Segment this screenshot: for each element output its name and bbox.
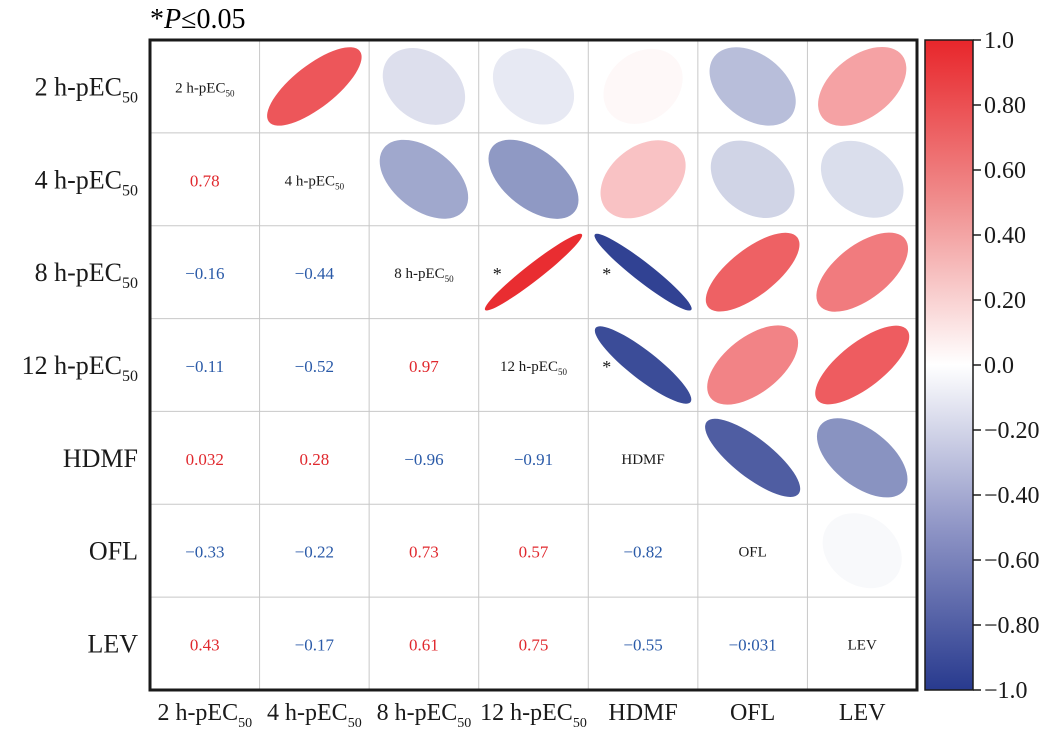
colorbar-tick-label: −1.0 (984, 678, 1028, 704)
colorbar-tick-label: 0.20 (984, 288, 1026, 314)
colorbar-tick-label: 0.80 (984, 93, 1026, 119)
row-label: 8 h-pEC50 (35, 258, 138, 292)
diagonal-label: 8 h-pEC50 (394, 266, 454, 284)
correlation-value: 0.75 (519, 636, 549, 655)
correlation-value: −0.55 (623, 636, 662, 655)
correlation-value: −0.96 (404, 450, 443, 469)
correlation-value: −0.22 (295, 543, 334, 562)
column-label: LEV (839, 700, 886, 726)
diagonal-label: 4 h-pEC50 (285, 173, 345, 191)
correlation-value: 0.61 (409, 636, 439, 655)
diagonal-label: 12 h-pEC50 (500, 359, 567, 377)
column-label: OFL (730, 700, 775, 726)
correlation-ellipse (488, 139, 579, 219)
diagonal-label: 2 h-pEC50 (175, 80, 235, 98)
correlation-ellipse (822, 513, 902, 589)
column-label: 4 h-pEC50 (267, 700, 362, 731)
colorbar (924, 39, 974, 691)
row-label: 12 h-pEC50 (22, 351, 138, 385)
correlation-value: 0.43 (190, 636, 220, 655)
column-label: 8 h-pEC50 (377, 700, 472, 731)
correlation-ellipse (816, 232, 909, 312)
correlation-value: −0.33 (185, 543, 224, 562)
correlation-ellipse (707, 325, 799, 405)
diagonal-label: LEV (848, 638, 877, 654)
correlation-value: 0.032 (186, 450, 224, 469)
colorbar-tick-label: −0.40 (984, 483, 1040, 509)
column-label: 12 h-pEC50 (480, 700, 587, 731)
correlation-value: −0:031 (728, 636, 776, 655)
significance-note: *P≤0.05 (150, 4, 245, 35)
correlation-value: −0.44 (295, 264, 335, 283)
row-label: 2 h-pEC50 (35, 72, 138, 106)
column-label: HDMF (608, 700, 677, 726)
significance-marker: * (602, 264, 611, 284)
correlation-ellipse (709, 47, 796, 126)
correlation-ellipse (600, 140, 686, 219)
correlation-ellipse (815, 325, 910, 405)
colorbar-tick-label: −0.60 (984, 548, 1040, 574)
correlation-ellipse (484, 233, 583, 311)
correlation-ellipse (267, 47, 362, 126)
correlation-ellipse (603, 48, 683, 124)
column-labels: 2 h-pEC50 4 h-pEC50 8 h-pEC50 12 h-pEC50 HDM… (157, 700, 886, 731)
correlation-ellipse (705, 232, 800, 312)
matrix-cells: 2 h-pEC50 0.78 4 h-pEC50 −0.16 −0.44 8 h-pEC5… (175, 46, 910, 655)
correlation-value: −0.17 (295, 636, 335, 655)
significance-marker: * (493, 264, 502, 284)
correlation-ellipse (820, 140, 904, 218)
correlation-value: −0.16 (185, 264, 224, 283)
colorbar-tick-label: 0.40 (984, 223, 1026, 249)
colorbar-ticks: 1.0 0.80 0.60 0.40 0.20 0.0 −0.20 −0.40 −0.60 −0.… (973, 28, 1040, 704)
column-label: 2 h-pEC50 (157, 700, 252, 731)
correlation-ellipse (379, 139, 469, 219)
correlation-value: −0.52 (295, 357, 334, 376)
correlation-ellipse (382, 48, 466, 125)
correlation-value: −0.91 (514, 450, 553, 469)
row-label: LEV (87, 630, 138, 659)
correlation-ellipse (492, 48, 575, 125)
correlation-value: 0.78 (190, 171, 220, 190)
correlation-ellipse (818, 46, 907, 126)
correlation-ellipse (594, 233, 692, 311)
correlation-value: 0.97 (409, 357, 439, 376)
matrix-grid (150, 40, 917, 690)
correlation-value: 0.57 (519, 543, 549, 562)
correlation-ellipse (710, 140, 795, 219)
diagonal-label: HDMF (621, 452, 664, 468)
row-label: HDMF (63, 444, 138, 473)
correlation-ellipse (705, 418, 801, 497)
row-labels: 2 h-pEC50 4 h-pEC50 8 h-pEC50 12 h-pEC50 HDM… (22, 72, 139, 658)
colorbar-tick-label: −0.80 (984, 613, 1040, 639)
colorbar-tick-label: 0.0 (984, 353, 1014, 379)
correlation-ellipse (816, 418, 908, 498)
correlation-value: −0.11 (185, 357, 224, 376)
colorbar-tick-label: 1.0 (984, 28, 1014, 54)
correlation-value: 0.28 (299, 450, 329, 469)
correlation-value: 0.73 (409, 543, 439, 562)
significance-marker: * (602, 357, 611, 377)
row-label: 4 h-pEC50 (35, 165, 138, 199)
correlation-ellipse (594, 326, 692, 404)
colorbar-tick-label: 0.60 (984, 158, 1026, 184)
diagonal-label: OFL (738, 545, 766, 561)
correlation-value: −0.82 (623, 543, 662, 562)
colorbar-tick-label: −0.20 (984, 418, 1040, 444)
matrix-frame (148, 38, 919, 692)
row-label: OFL (89, 537, 138, 566)
